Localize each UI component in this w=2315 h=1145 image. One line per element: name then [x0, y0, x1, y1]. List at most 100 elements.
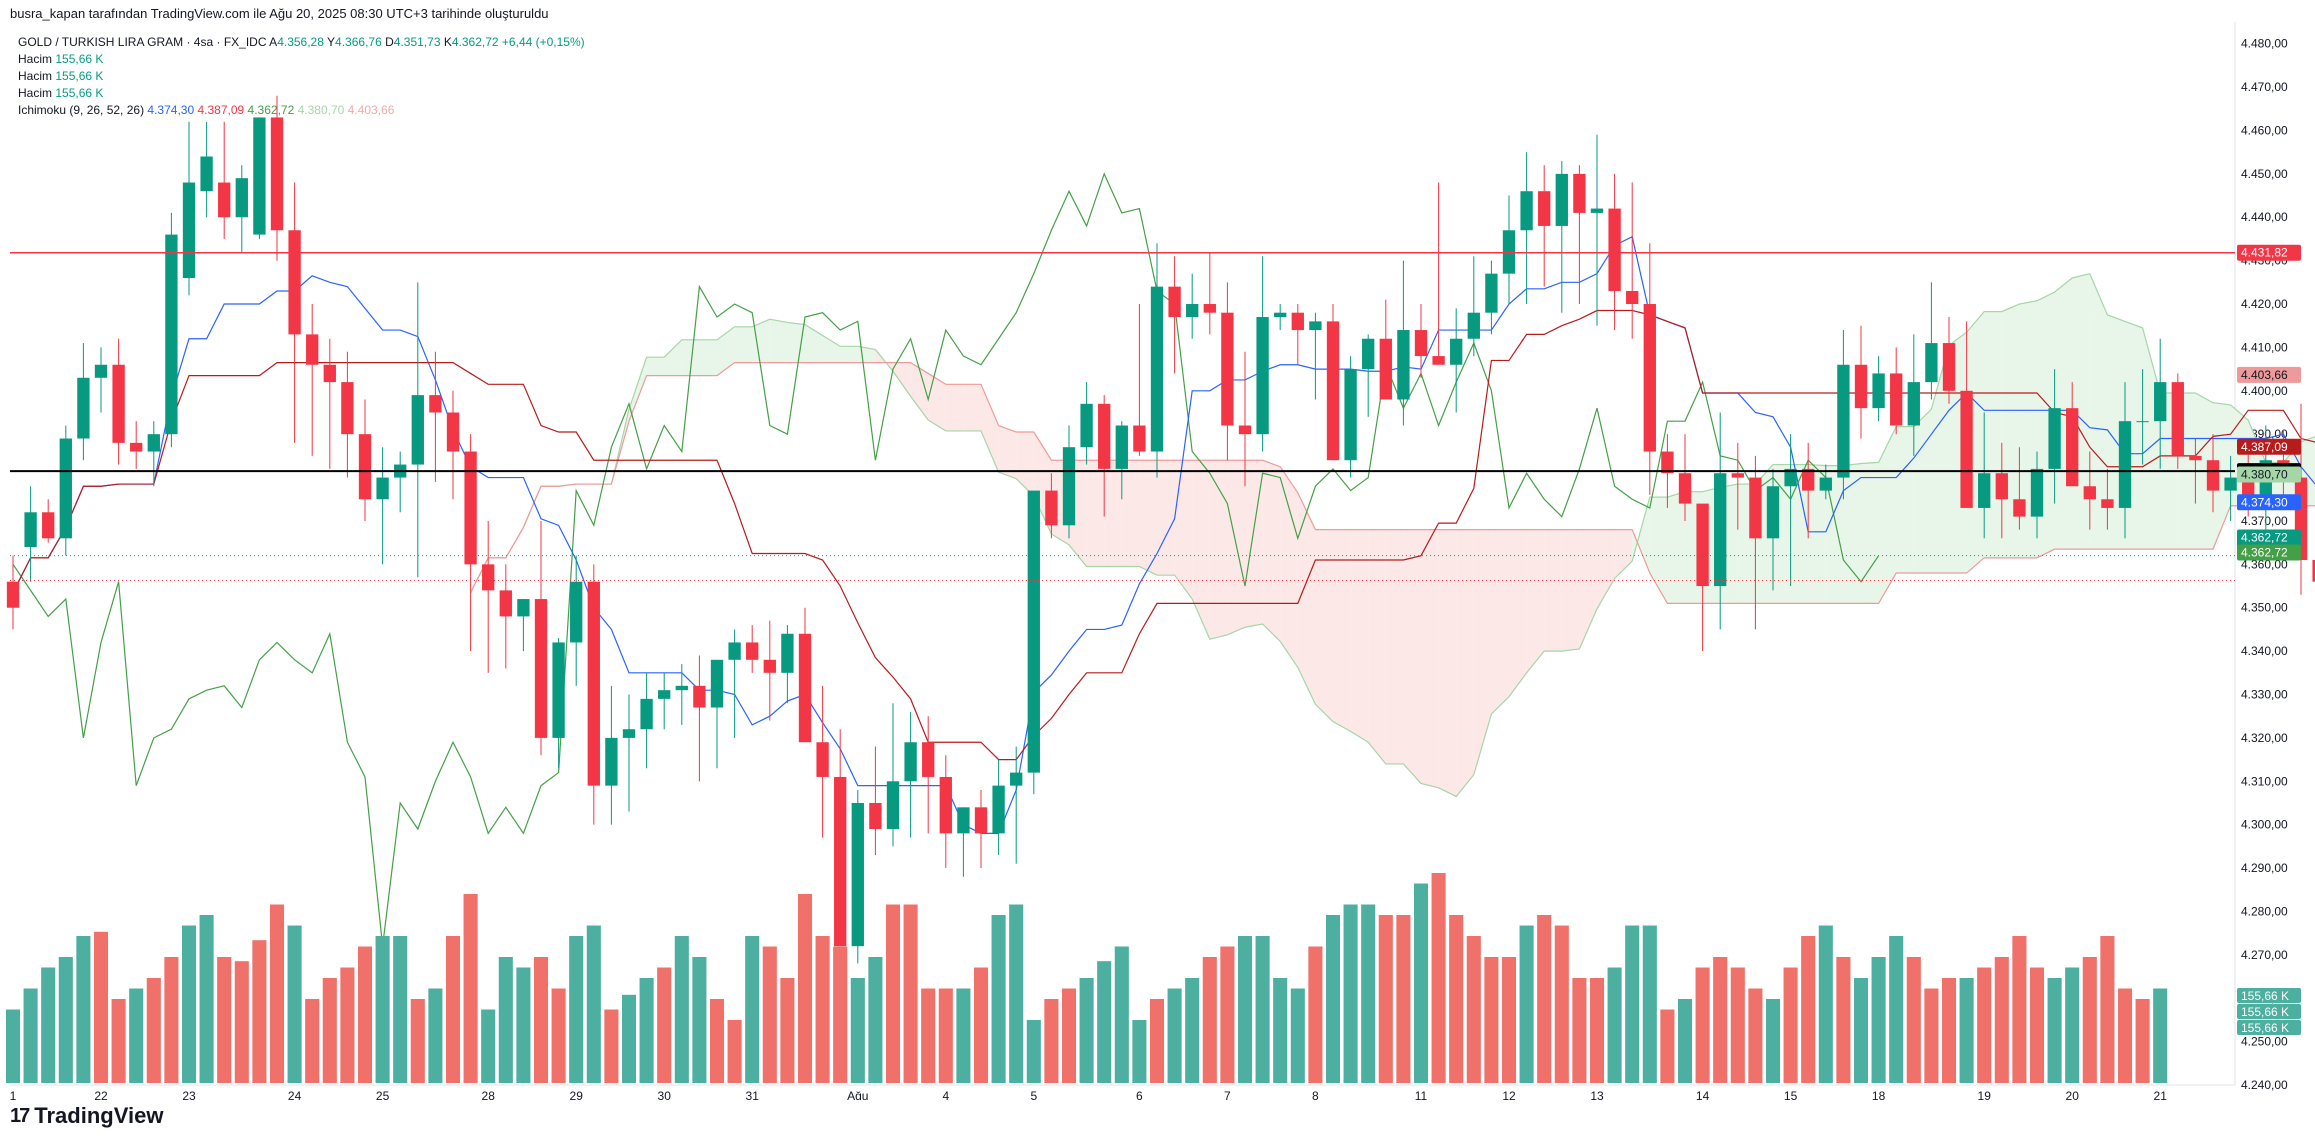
legend-volume-row[interactable]: Hacim 155,66 K — [18, 68, 585, 85]
x-tick-label: 25 — [376, 1089, 390, 1100]
x-tick-label: 21 — [2154, 1089, 2168, 1100]
volume-bar — [1871, 957, 1886, 1083]
ichimoku-cloud-segment — [981, 384, 999, 473]
volume-bar — [551, 988, 566, 1083]
ichimoku-cloud-segment — [1438, 529, 1457, 797]
volume-bar — [727, 1020, 742, 1083]
candle-body — [1590, 208, 1604, 213]
candle-body — [763, 659, 776, 673]
candle-body — [1942, 343, 1956, 391]
x-tick-label: 6 — [1136, 1089, 1143, 1100]
x-tick-label: 7 — [1224, 1089, 1231, 1100]
volume-value: 155,66 K — [55, 52, 104, 66]
candle-body — [1784, 468, 1797, 487]
ichimoku-cloud-segment — [910, 362, 929, 421]
volume-bar — [1537, 915, 1552, 1083]
ichimoku-cloud-segment — [1896, 426, 1914, 574]
volume-bar — [1361, 904, 1376, 1083]
ichimoku-tenkan-value: 4.374,30 — [147, 103, 195, 117]
candle-body — [1502, 230, 1516, 274]
candle-body — [640, 698, 653, 730]
candle-body — [1872, 373, 1885, 409]
candle-body — [710, 659, 724, 708]
candle-body — [746, 642, 759, 660]
legend-symbol-row[interactable]: GOLD / TURKISH LIRA GRAM · 4sa · FX_IDC … — [18, 34, 585, 51]
candle-body — [974, 807, 988, 834]
volume-bar — [1607, 967, 1622, 1083]
ichimoku-span-a-value: 4.380,70 — [297, 103, 345, 117]
volume-bar — [1818, 925, 1833, 1083]
candle-body — [957, 807, 970, 834]
ichimoku-cloud-segment — [840, 346, 858, 363]
ichimoku-cloud-segment — [1368, 529, 1386, 764]
y-tick-label: 4.420,00 — [2241, 297, 2288, 311]
ichimoku-cloud-segment — [1403, 529, 1421, 784]
y-tick-label: 4.470,00 — [2241, 80, 2288, 94]
volume-bar — [1484, 957, 1499, 1083]
candle-body — [2154, 382, 2167, 422]
volume-bar — [1114, 946, 1129, 1083]
volume-bar — [23, 988, 38, 1083]
tradingview-logo-icon: 17 — [10, 1104, 30, 1127]
y-tick-label: 4.440,00 — [2241, 210, 2288, 224]
ichimoku-cloud-segment — [1192, 460, 1210, 640]
volume-bar — [463, 894, 478, 1083]
candle-body — [1150, 286, 1164, 452]
candle-body — [922, 742, 935, 777]
volume-bar — [1801, 936, 1816, 1083]
tradingview-logo[interactable]: 17 TradingView — [10, 1103, 163, 1129]
ohlc-high-key: Y — [327, 35, 336, 49]
price-tag-span_a: 4.380,70 — [2241, 468, 2288, 482]
candle-body — [1854, 364, 1868, 409]
volume-bar — [1255, 936, 1270, 1083]
candle-body — [1643, 304, 1656, 452]
x-tick-label: 12 — [1502, 1089, 1516, 1100]
candle-body — [323, 364, 336, 383]
ichimoku-cloud-segment — [1984, 311, 2002, 558]
ichimoku-cloud-segment — [2089, 273, 2108, 550]
ichimoku-cloud-segment — [1544, 529, 1562, 652]
candle-body — [1661, 451, 1674, 474]
volume-bar — [1378, 915, 1393, 1083]
ichimoku-cloud-segment — [1931, 345, 1949, 574]
volume-bar — [2135, 999, 2150, 1083]
legend-volume-row[interactable]: Hacim 155,66 K — [18, 85, 585, 102]
price-tag-last: 4.362,72 — [2241, 530, 2288, 544]
ichimoku-cloud-segment — [769, 319, 788, 363]
ichimoku-cloud-segment — [1139, 460, 1157, 576]
volume-bar — [375, 936, 390, 1083]
volume-bar — [2082, 957, 2097, 1083]
volume-bar — [1273, 978, 1288, 1083]
ichimoku-cloud-segment — [681, 339, 700, 376]
volume-bar — [357, 946, 373, 1083]
price-tag-span_a-bg — [2237, 466, 2301, 483]
candle-body — [253, 117, 266, 235]
volume-bar — [1853, 978, 1869, 1083]
ichimoku-lagging-value: 4.362,72 — [247, 103, 295, 117]
ichimoku-cloud-segment — [963, 384, 981, 431]
candle-body — [2013, 499, 2026, 517]
legend-volume-row[interactable]: Hacim 155,66 K — [18, 51, 585, 68]
volume-bar — [1994, 957, 2009, 1083]
legend-ichimoku-row[interactable]: Ichimoku (9, 26, 52, 26) 4.374,30 4.387,… — [18, 102, 585, 119]
candle-body — [1045, 490, 1058, 526]
candle-body — [834, 776, 847, 947]
volume-bar — [1906, 957, 1921, 1083]
ichimoku-cloud-segment — [1526, 529, 1545, 673]
volume-bar — [76, 936, 91, 1083]
volume-bar — [1132, 1020, 1147, 1083]
volume-bar — [111, 999, 126, 1083]
volume-bar — [164, 957, 179, 1083]
volume-bar — [410, 999, 425, 1083]
y-tick-label: 4.340,00 — [2241, 644, 2288, 658]
price-chart[interactable]: 4.240,004.250,004.260,004.270,004.280,00… — [0, 0, 2315, 1100]
volume-tag-bg — [2237, 1020, 2301, 1035]
ichimoku-cloud-segment — [1808, 464, 1826, 604]
candle-body — [1256, 317, 1269, 435]
volume-value: 155,66 K — [55, 69, 104, 83]
candle-body — [77, 377, 90, 439]
volume-bar — [1501, 957, 1517, 1083]
y-tick-label: 4.370,00 — [2241, 514, 2288, 528]
y-tick-label: 4.290,00 — [2241, 861, 2288, 875]
candle-body — [1626, 291, 1639, 305]
